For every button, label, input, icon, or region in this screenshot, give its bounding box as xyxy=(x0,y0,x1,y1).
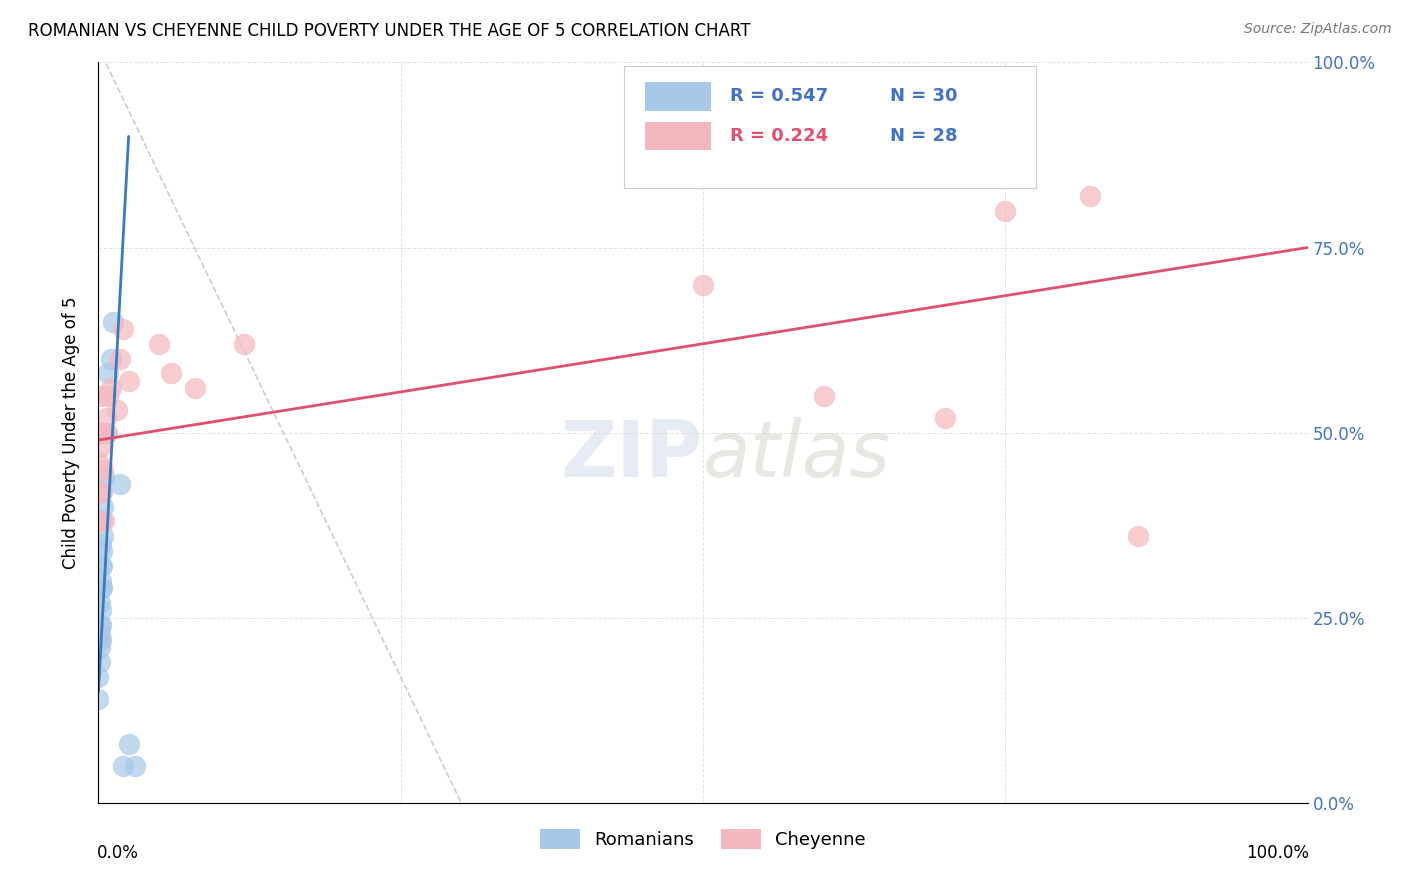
Text: ZIP: ZIP xyxy=(561,417,703,493)
Point xyxy=(90,574,112,588)
Point xyxy=(89,618,111,632)
Text: N = 30: N = 30 xyxy=(890,87,957,105)
Point xyxy=(232,336,254,351)
Point xyxy=(124,758,146,772)
Text: 0.0%: 0.0% xyxy=(97,844,139,862)
Point xyxy=(108,477,131,491)
Point xyxy=(91,425,114,440)
Point xyxy=(89,515,111,529)
Point xyxy=(96,425,118,440)
Text: Source: ZipAtlas.com: Source: ZipAtlas.com xyxy=(1244,22,1392,37)
Point xyxy=(994,203,1017,218)
Point xyxy=(90,581,112,595)
Point xyxy=(90,425,112,440)
Point xyxy=(90,618,112,632)
Point xyxy=(111,758,134,772)
Point xyxy=(118,737,141,751)
FancyBboxPatch shape xyxy=(645,82,711,111)
Legend: Romanians, Cheyenne: Romanians, Cheyenne xyxy=(533,822,873,856)
Point xyxy=(105,403,128,417)
Point xyxy=(89,655,111,669)
Point xyxy=(91,484,114,499)
Point xyxy=(160,367,183,381)
Text: R = 0.547: R = 0.547 xyxy=(730,87,828,105)
Point xyxy=(1078,188,1101,202)
Point xyxy=(93,515,115,529)
Y-axis label: Child Poverty Under the Age of 5: Child Poverty Under the Age of 5 xyxy=(62,296,80,569)
Point xyxy=(118,374,141,388)
Point xyxy=(148,336,170,351)
Point xyxy=(90,603,112,617)
Point xyxy=(91,558,114,573)
Point xyxy=(90,558,112,573)
Point xyxy=(101,314,124,328)
Text: N = 28: N = 28 xyxy=(890,128,957,145)
Point xyxy=(89,625,111,640)
Point xyxy=(89,441,111,455)
Point xyxy=(91,529,114,543)
Point xyxy=(1128,529,1150,543)
Point xyxy=(89,596,111,610)
Text: atlas: atlas xyxy=(703,417,891,493)
Text: R = 0.224: R = 0.224 xyxy=(730,128,828,145)
Point xyxy=(91,581,114,595)
Point xyxy=(108,351,131,366)
Point xyxy=(94,410,117,425)
FancyBboxPatch shape xyxy=(645,121,711,150)
Point xyxy=(94,425,117,440)
Point xyxy=(91,462,114,476)
Point xyxy=(934,410,956,425)
Point xyxy=(91,500,114,514)
Point xyxy=(87,455,110,469)
Point xyxy=(90,484,112,499)
Point xyxy=(90,632,112,647)
Point xyxy=(97,367,120,381)
Point xyxy=(100,381,122,395)
Point xyxy=(97,388,120,402)
Point xyxy=(813,388,835,402)
Point xyxy=(692,277,714,292)
Point xyxy=(93,470,115,484)
Point xyxy=(90,536,112,550)
Point xyxy=(87,670,110,684)
Point xyxy=(111,322,134,336)
Point xyxy=(91,544,114,558)
Point xyxy=(89,640,111,655)
Point xyxy=(89,632,111,647)
Point xyxy=(87,692,110,706)
FancyBboxPatch shape xyxy=(624,66,1035,188)
Point xyxy=(91,515,114,529)
Point xyxy=(90,388,112,402)
Text: 100.0%: 100.0% xyxy=(1246,844,1309,862)
Point xyxy=(100,351,122,366)
Point xyxy=(184,381,207,395)
Text: ROMANIAN VS CHEYENNE CHILD POVERTY UNDER THE AGE OF 5 CORRELATION CHART: ROMANIAN VS CHEYENNE CHILD POVERTY UNDER… xyxy=(28,22,751,40)
